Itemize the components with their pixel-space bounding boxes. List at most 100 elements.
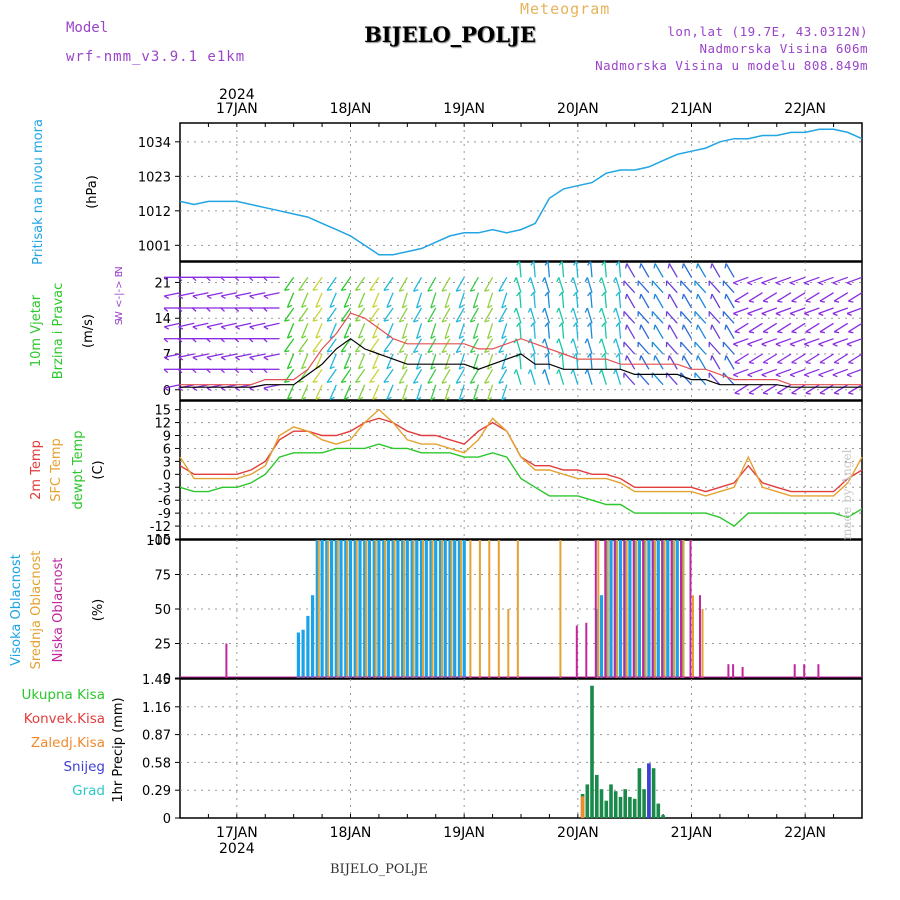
wind-barb-head	[734, 361, 740, 365]
wind-barb-head	[163, 276, 169, 282]
wind-barb-head	[235, 356, 241, 361]
cloud-bar	[597, 540, 600, 678]
cloud-bar	[453, 540, 457, 678]
wind-barb-head	[724, 355, 727, 361]
model-elevation: Nadmorska Visina u modelu 808.849m	[595, 58, 868, 73]
wind-barb	[846, 276, 863, 284]
wind-barb-head	[358, 366, 364, 370]
ylabel-2m-temp: 2m Temp	[29, 440, 44, 500]
legend-ukupna-kisa: Ukupna Kisa	[22, 687, 105, 703]
wind-barb	[369, 338, 380, 353]
wind-barb-head	[667, 293, 670, 300]
wind-barb	[343, 353, 352, 369]
wind-barb	[386, 353, 394, 369]
wind-barb	[708, 341, 721, 355]
day-label-top: 22JAN	[784, 101, 826, 117]
wind-barb-head	[513, 369, 517, 375]
wind-barb	[312, 338, 323, 353]
wind-barb	[486, 384, 494, 401]
ylabel-wind-title: 10m Vjetar	[29, 294, 44, 367]
wind-barb	[533, 261, 536, 278]
wind-barb	[711, 293, 721, 309]
wind-barb-head	[527, 338, 532, 344]
wind-barb	[469, 307, 479, 323]
wind-barb-head	[775, 282, 781, 286]
wind-barb	[221, 353, 237, 358]
cloud-bar	[609, 540, 613, 678]
wind-barb	[455, 338, 465, 353]
wind-barb	[762, 322, 778, 333]
precip-bar	[585, 784, 590, 818]
cloud-bar	[632, 540, 635, 678]
wind-barb	[805, 353, 820, 364]
wind-barb-head	[805, 361, 811, 365]
wind-barb-head	[484, 381, 490, 384]
wind-barb	[263, 353, 280, 358]
cloud-bar	[344, 540, 348, 678]
wind-barb	[343, 292, 352, 308]
wind-barb-head	[653, 293, 656, 300]
wind-barb	[708, 310, 721, 324]
wind-barb-head	[220, 295, 226, 300]
model-name: wrf-nmm_v3.9.1 e1km	[66, 49, 246, 65]
wind-barb-head	[819, 300, 826, 303]
wind-barb	[235, 353, 252, 358]
wind-barb	[600, 277, 607, 293]
cloud-bar	[363, 540, 367, 678]
wind-barb-head	[615, 291, 620, 297]
wind-barb	[777, 292, 792, 302]
wind-barb-head	[312, 350, 318, 353]
wind-barb-head	[249, 356, 255, 361]
day-label-bottom: 18JAN	[330, 825, 372, 841]
wind-barb	[529, 338, 536, 355]
wind-barb-head	[542, 277, 546, 283]
wind-barb-head	[613, 369, 617, 375]
cloud-bar	[438, 540, 443, 678]
cloud-bar	[315, 540, 319, 678]
cloud-bar	[701, 609, 704, 678]
wind-barb-head	[775, 312, 781, 317]
cloud-bar	[616, 540, 619, 678]
wind-barb	[401, 292, 408, 309]
compass-north: N	[114, 266, 125, 273]
wind-barb-head	[653, 263, 656, 269]
wind-barb	[192, 322, 209, 328]
wind-barb	[572, 307, 579, 324]
wind-barb-head	[791, 392, 797, 395]
wind-barb	[472, 384, 480, 401]
wind-barb-head	[615, 322, 620, 328]
wind-barb	[682, 324, 693, 340]
cloud-bar	[296, 632, 300, 678]
wind-barb	[666, 341, 678, 355]
cloud-bar	[434, 540, 438, 678]
wind-barb-head	[178, 326, 184, 330]
legend-snijeg: Snijeg	[63, 759, 105, 775]
wind-barb-head	[312, 319, 318, 322]
model-label: Model	[66, 20, 109, 36]
cloud-bar	[585, 622, 588, 678]
y-tick-label: 75	[154, 569, 171, 584]
wind-barb	[775, 276, 792, 284]
wind-barb	[529, 277, 536, 293]
wind-barb-head	[263, 387, 269, 392]
precip-bar	[632, 798, 637, 818]
wind-barb-head	[383, 319, 389, 322]
cloud-bar	[415, 540, 419, 678]
wind-barb	[572, 369, 579, 385]
wind-barb-head	[570, 277, 574, 283]
wind-barb-head	[441, 381, 447, 384]
cloud-series-niska-oblacnost	[225, 540, 820, 678]
wind-barb-head	[484, 289, 490, 292]
wind-barb	[427, 368, 437, 384]
wind-barb-head	[343, 396, 350, 400]
wind-barb	[315, 292, 323, 308]
wind-barb	[529, 369, 536, 385]
wind-barb	[640, 324, 650, 340]
wind-barb-head	[572, 353, 577, 358]
wind-barb-head	[372, 335, 378, 339]
wind-barb	[804, 307, 820, 315]
cloud-bar	[355, 540, 358, 678]
wind-barb-head	[416, 304, 422, 309]
cloud-bar	[670, 540, 673, 678]
